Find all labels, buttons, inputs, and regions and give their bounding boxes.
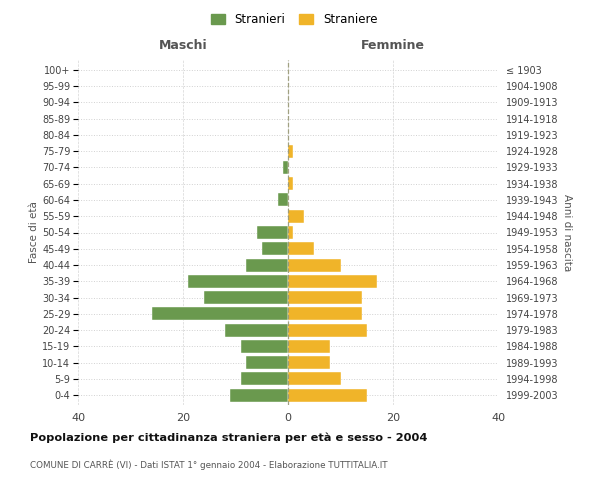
Text: Femmine: Femmine [361,39,425,52]
Legend: Stranieri, Straniere: Stranieri, Straniere [206,8,382,31]
Bar [288,372,341,386]
Bar [288,324,367,336]
Bar [188,275,288,288]
Text: Maschi: Maschi [158,39,208,52]
Bar [246,258,288,272]
Bar [288,275,377,288]
Bar [288,242,314,256]
Bar [230,388,288,402]
Y-axis label: Anni di nascita: Anni di nascita [562,194,572,271]
Bar [288,258,341,272]
Y-axis label: Fasce di età: Fasce di età [29,202,39,264]
Bar [225,324,288,336]
Bar [257,226,288,239]
Bar [288,308,361,320]
Bar [288,356,330,369]
Bar [283,161,288,174]
Text: COMUNE DI CARRÈ (VI) - Dati ISTAT 1° gennaio 2004 - Elaborazione TUTTITALIA.IT: COMUNE DI CARRÈ (VI) - Dati ISTAT 1° gen… [30,459,388,469]
Bar [288,144,293,158]
Bar [246,356,288,369]
Bar [288,340,330,353]
Bar [288,177,293,190]
Bar [277,194,288,206]
Bar [204,291,288,304]
Bar [241,372,288,386]
Bar [288,226,293,239]
Bar [262,242,288,256]
Bar [241,340,288,353]
Text: Popolazione per cittadinanza straniera per età e sesso - 2004: Popolazione per cittadinanza straniera p… [30,432,427,443]
Bar [288,291,361,304]
Bar [288,388,367,402]
Bar [288,210,304,222]
Bar [151,308,288,320]
